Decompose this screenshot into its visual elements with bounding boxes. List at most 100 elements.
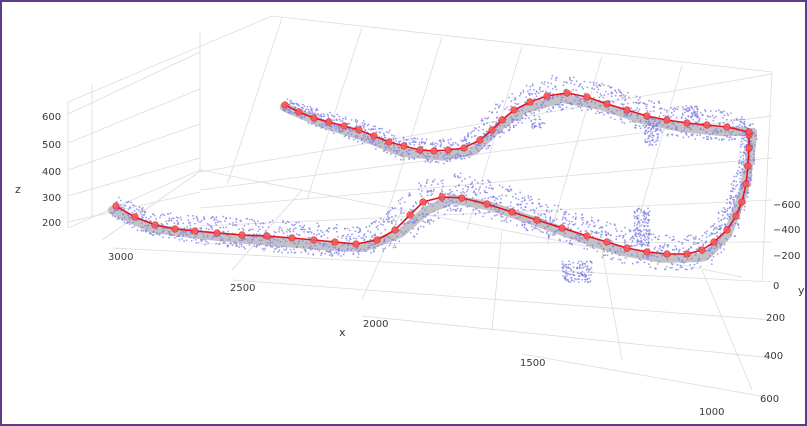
mesh-point xyxy=(498,208,500,211)
mesh-point xyxy=(408,194,411,196)
mesh-point xyxy=(742,161,745,164)
mesh-point xyxy=(302,246,305,248)
mesh-point xyxy=(600,230,603,233)
mesh-point xyxy=(653,141,656,144)
mesh-point xyxy=(158,232,161,235)
mesh-point xyxy=(557,229,559,232)
mesh-point xyxy=(538,88,541,91)
mesh-point xyxy=(740,162,743,165)
mesh-point xyxy=(626,115,629,118)
mesh-point xyxy=(719,247,722,249)
mesh-point xyxy=(658,102,661,105)
centerline-point xyxy=(732,212,740,220)
mesh-point xyxy=(170,219,173,222)
mesh-point xyxy=(686,107,689,109)
mesh-point xyxy=(519,191,522,194)
mesh-point xyxy=(443,206,445,209)
mesh-point xyxy=(436,143,439,145)
mesh-point xyxy=(680,131,683,134)
mesh-point xyxy=(681,266,684,269)
mesh-point xyxy=(140,222,143,224)
mesh-point xyxy=(146,227,148,230)
mesh-point xyxy=(388,211,391,213)
mesh-point xyxy=(737,125,740,128)
mesh-point xyxy=(670,262,673,265)
mesh-point xyxy=(251,218,254,221)
mesh-point xyxy=(113,211,116,213)
mesh-point xyxy=(637,99,640,101)
mesh-point xyxy=(425,138,428,141)
mesh-point xyxy=(567,226,570,229)
mesh-point xyxy=(545,90,547,93)
mesh-point xyxy=(400,212,403,215)
mesh-point xyxy=(648,228,651,231)
mesh-point xyxy=(386,218,389,221)
mesh-point xyxy=(593,88,596,91)
mesh-point xyxy=(650,260,653,263)
mesh-point xyxy=(160,222,163,225)
grid-line xyxy=(199,199,773,227)
mesh-point xyxy=(744,170,747,173)
mesh-point xyxy=(569,281,572,283)
mesh-point xyxy=(455,200,458,203)
mesh-point xyxy=(357,253,360,256)
mesh-point xyxy=(203,216,205,219)
centerline-point xyxy=(476,136,484,144)
mesh-point xyxy=(644,221,647,224)
mesh-point xyxy=(564,278,567,281)
mesh-point xyxy=(597,232,600,234)
mesh-point xyxy=(288,111,291,114)
mesh-point xyxy=(183,240,186,243)
mesh-point xyxy=(638,225,641,228)
mesh-point xyxy=(509,205,512,207)
mesh-point xyxy=(366,136,369,138)
centerline-point xyxy=(508,208,516,216)
mesh-point xyxy=(384,228,387,231)
mesh-point xyxy=(705,236,708,239)
mesh-point xyxy=(694,121,697,123)
mesh-point xyxy=(729,201,731,204)
mesh-point xyxy=(509,220,512,222)
mesh-point xyxy=(731,130,734,133)
mesh-point xyxy=(633,210,636,213)
mesh-point xyxy=(372,140,375,143)
mesh-point xyxy=(457,153,460,156)
mesh-point xyxy=(693,112,696,115)
mesh-point xyxy=(535,103,538,105)
mesh-point xyxy=(738,161,741,164)
mesh-point xyxy=(636,238,639,241)
mesh-point xyxy=(643,212,646,215)
mesh-point xyxy=(309,112,312,114)
mesh-point xyxy=(228,236,231,239)
mesh-point xyxy=(636,252,639,254)
mesh-point xyxy=(452,208,455,211)
mesh-point xyxy=(286,234,289,237)
mesh-point xyxy=(735,125,738,128)
mesh-point xyxy=(630,112,633,115)
mesh-point xyxy=(407,221,410,224)
mesh-point xyxy=(443,146,445,149)
mesh-point xyxy=(633,222,636,224)
mesh-point xyxy=(449,192,452,194)
mesh-point xyxy=(228,238,231,241)
mesh-point xyxy=(500,201,502,204)
mesh-point xyxy=(741,131,744,134)
mesh-point xyxy=(746,158,748,161)
mesh-point xyxy=(729,195,732,197)
mesh-point xyxy=(325,124,328,127)
centerline-point xyxy=(643,248,651,256)
mesh-point xyxy=(344,227,346,230)
centerline-point xyxy=(483,200,491,208)
mesh-point xyxy=(545,232,548,235)
mesh-point xyxy=(648,144,651,147)
mesh-point xyxy=(292,230,295,233)
mesh-point xyxy=(586,101,588,104)
mesh-point xyxy=(459,157,462,160)
mesh-point xyxy=(204,243,207,246)
mesh-point xyxy=(129,207,132,210)
mesh-point xyxy=(360,137,363,140)
mesh-point xyxy=(431,144,434,146)
mesh-point xyxy=(663,108,666,111)
mesh-point xyxy=(719,232,722,235)
